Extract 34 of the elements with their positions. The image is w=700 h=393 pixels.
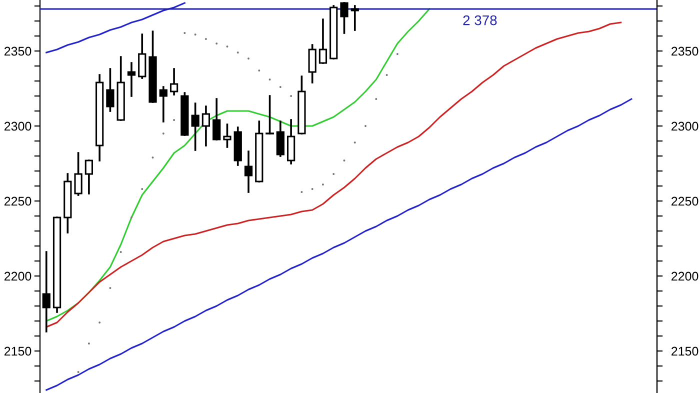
ref-line-label: 2 378 [463, 15, 497, 26]
candlestick [106, 68, 114, 112]
candlestick [84, 160, 93, 194]
y-tick-label: 2200 [4, 272, 32, 281]
line-series [46, 8, 430, 322]
candlestick [308, 44, 316, 84]
candlestick [244, 150, 253, 193]
candlestick [212, 98, 221, 140]
y-tick-label: 2150 [4, 346, 32, 356]
y2-tick-label: 2250 [672, 196, 698, 206]
candlestick [74, 152, 82, 196]
candlestick [127, 62, 136, 97]
candlestick [42, 251, 50, 332]
y-tick-label: 2250 [4, 196, 32, 206]
candlestick [202, 106, 210, 146]
y2-tick-label: 2150 [672, 346, 698, 356]
y2-tick-label: 2350 [672, 46, 698, 56]
line-series [46, 98, 632, 391]
candlestick [286, 119, 296, 164]
candlestick [340, 2, 348, 34]
candlestick [159, 86, 168, 122]
candlestick [350, 5, 359, 31]
candlestick [318, 18, 328, 64]
candlestick [138, 34, 146, 79]
y-tick-label: 2300 [4, 122, 32, 131]
line-series [46, 2, 186, 54]
y-tick-label: 2350 [4, 46, 32, 56]
y2-tick-label: 2300 [672, 122, 698, 131]
candlestick [170, 68, 178, 96]
candlestick [191, 102, 200, 151]
candlestick [223, 124, 232, 148]
candlestick [266, 95, 274, 134]
candlestick [276, 120, 284, 157]
y2-tick-label: 2200 [672, 272, 698, 281]
